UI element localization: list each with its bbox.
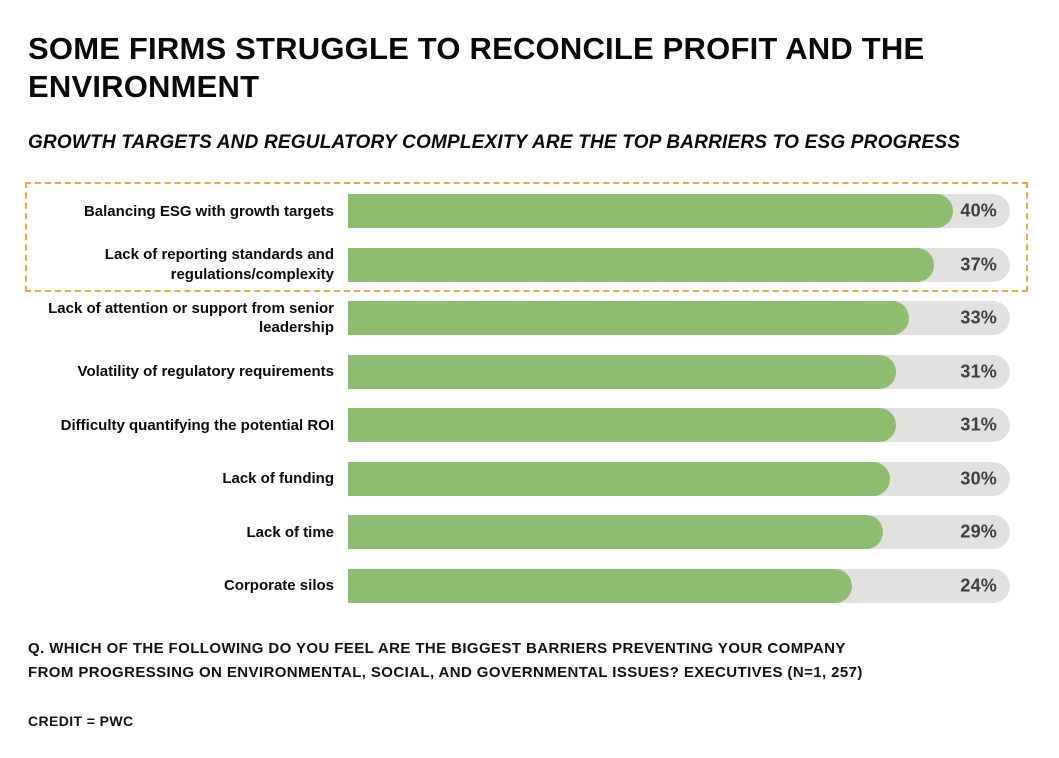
bar-label: Lack of reporting standards and regulati…	[104, 246, 334, 283]
bar-value: 31%	[960, 414, 997, 435]
bar-track: 24%	[348, 568, 1010, 603]
bar-track: 40%	[348, 194, 1010, 229]
bar-fill	[348, 194, 953, 229]
bar-track: 33%	[348, 301, 1010, 336]
bar-fill	[348, 247, 934, 282]
page-title: SOME FIRMS STRUGGLE TO RECONCILE PROFIT …	[28, 31, 925, 104]
bar-fill	[348, 515, 884, 550]
bar-label: Lack of time	[246, 523, 334, 541]
chart-row: Difficulty quantifying the potential ROI…	[0, 399, 1059, 453]
bar-fill	[348, 354, 897, 389]
bar-label: Balancing ESG with growth targets	[83, 202, 334, 220]
bar-fill	[348, 301, 909, 336]
bar-label: Volatility of regulatory requirements	[77, 363, 334, 381]
bar-value: 24%	[960, 575, 997, 596]
bar-track: 29%	[348, 515, 1010, 550]
bar-label: Lack of funding	[222, 470, 334, 488]
chart-row: Lack of funding 30%	[0, 452, 1059, 506]
chart-rows: Balancing ESG with growth targets 40% La…	[0, 185, 1059, 613]
bar-fill	[348, 568, 852, 603]
survey-question-footnote: Q. WHICH OF THE FOLLOWING DO YOU FEEL AR…	[28, 639, 863, 681]
bar-value: 31%	[960, 361, 997, 382]
bar-fill	[348, 408, 897, 443]
bar-value: 37%	[960, 254, 997, 275]
chart-row: Corporate silos 24%	[0, 559, 1059, 613]
bar-value: 40%	[960, 200, 997, 221]
bar-track: 37%	[348, 247, 1010, 282]
bar-value: 33%	[960, 307, 997, 328]
page-subtitle: GROWTH TARGETS AND REGULATORY COMPLEXITY…	[28, 131, 961, 153]
chart-row: Lack of attention or support from senior…	[0, 292, 1059, 346]
bar-label: Lack of attention or support from senior…	[48, 299, 334, 337]
chart-row: Lack of time 29%	[0, 506, 1059, 560]
bar-track: 31%	[348, 354, 1010, 389]
bar-track: 30%	[348, 461, 1010, 496]
source-credit: CREDIT = PWC	[28, 713, 134, 730]
bar-label: Difficulty quantifying the potential ROI	[60, 416, 334, 434]
chart-row: Volatility of regulatory requirements 31…	[0, 345, 1059, 399]
bar-label: Corporate silos	[223, 577, 334, 595]
bar-fill	[348, 461, 890, 496]
bar-value: 29%	[960, 521, 997, 542]
chart-row: Lack of reporting standards and regulati…	[0, 238, 1059, 292]
barrier-bar-chart: Balancing ESG with growth targets 40% La…	[0, 181, 1059, 613]
bar-track: 31%	[348, 408, 1010, 443]
chart-row: Balancing ESG with growth targets 40%	[0, 185, 1059, 239]
bar-value: 30%	[960, 468, 997, 489]
